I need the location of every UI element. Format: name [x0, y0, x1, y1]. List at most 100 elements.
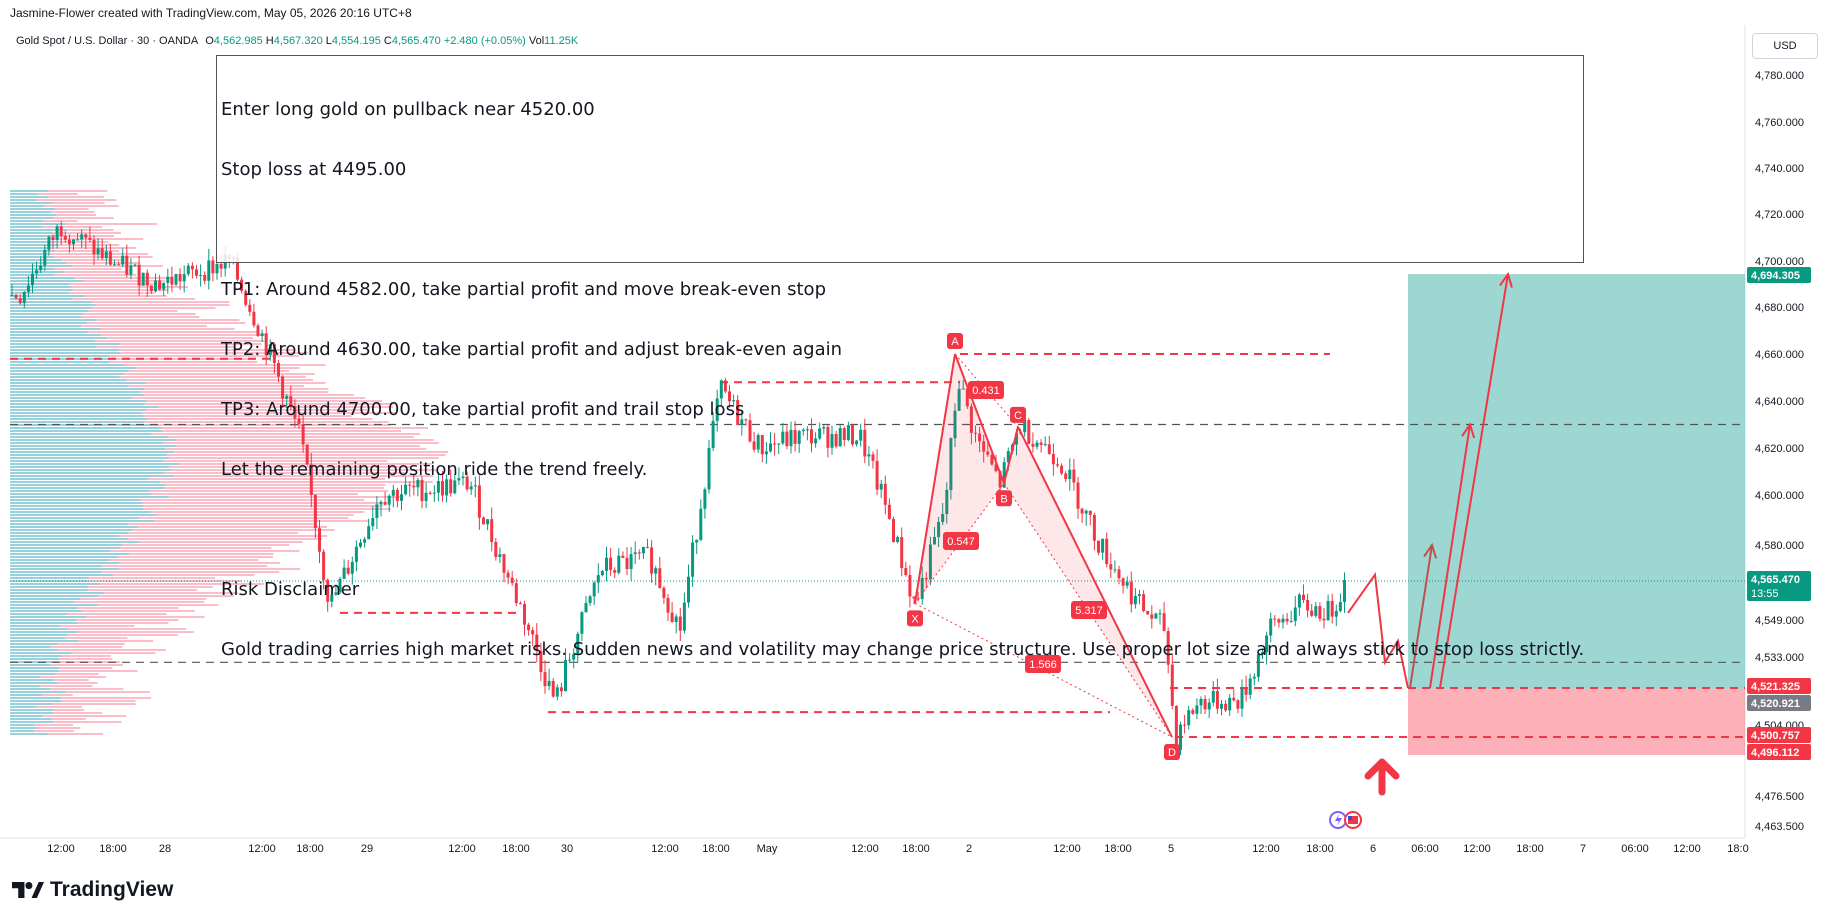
candle-body [498, 554, 502, 557]
price-badge-label: 4,694.305 [1751, 270, 1800, 282]
volume-profile-bar [10, 334, 101, 336]
volume-profile-bar [10, 460, 164, 462]
volume-profile-bar [10, 448, 427, 450]
candle-body [1330, 600, 1334, 617]
volume-profile-bar [10, 400, 383, 402]
candle-body [1133, 595, 1137, 605]
open-value: 4,562.985 [213, 35, 263, 47]
volume-profile-bar [10, 325, 207, 327]
candle-body [596, 575, 600, 583]
volume-profile-bar [10, 478, 386, 480]
candle-body [404, 484, 408, 495]
volume-profile-bar [10, 670, 59, 672]
candle-body [695, 539, 699, 543]
volume-profile-bar [10, 724, 34, 726]
volume-profile-bar [10, 523, 316, 525]
volume-profile-bar [10, 244, 120, 246]
candle-body [1248, 678, 1252, 695]
trade-plan-note[interactable]: Enter long gold on pullback near 4520.00… [216, 55, 1584, 660]
volume-profile-bar [10, 649, 58, 651]
tradingview-logo[interactable]: TradingView [12, 878, 173, 902]
volume-profile-bar [10, 442, 440, 444]
volume-profile-bar [10, 349, 294, 351]
volume-profile-bar [10, 727, 37, 729]
volume-profile-bar [10, 361, 258, 363]
candle-body [43, 249, 47, 266]
price-tick-label: 4,580.000 [1755, 540, 1804, 552]
volume-profile-bar [10, 616, 87, 618]
volume-profile-bar [10, 334, 268, 336]
candle-body [457, 478, 461, 481]
volume-profile-bar [10, 433, 420, 435]
candle-body [108, 251, 112, 265]
volume-profile-bar [10, 532, 299, 534]
candle-body [1343, 579, 1346, 603]
volume-profile-bar [10, 370, 128, 372]
candle-body [326, 579, 330, 602]
volume-profile-bar [10, 694, 42, 696]
volume-profile-bar [10, 256, 153, 258]
volume-profile-bar [10, 601, 75, 603]
candle-body [625, 557, 629, 570]
candles [10, 220, 1346, 757]
volume-profile-bar [10, 214, 57, 216]
volume-profile-bar [10, 667, 60, 669]
volume-profile-bar [10, 394, 144, 396]
volume-profile-bar [10, 337, 107, 339]
candle-body [801, 429, 805, 432]
candle-body [1228, 697, 1232, 711]
candle-body [1195, 705, 1199, 714]
candle-body [428, 492, 432, 494]
candle-body [88, 237, 92, 240]
candle-body [346, 567, 350, 574]
harmonic-ratio-badge [943, 532, 979, 550]
candle-body [469, 486, 473, 490]
candle-body [1244, 688, 1248, 695]
volume-profile-bar [10, 244, 59, 246]
volume-profile-bar [10, 412, 397, 414]
candle-body [80, 234, 84, 240]
volume-profile-bar [10, 340, 265, 342]
volume-profile-bar [10, 532, 129, 534]
close-value: 4,565.470 [391, 35, 441, 47]
candle-body [588, 596, 592, 603]
volume-profile-bar [10, 415, 352, 417]
us-flag-canton-icon [1348, 816, 1352, 820]
volume-profile-bar [10, 253, 48, 255]
candle-body [203, 274, 207, 281]
volume-profile-bar [10, 322, 246, 324]
harmonic-point-badge [947, 333, 963, 349]
volume-profile-bar [10, 439, 434, 441]
volume-profile-bar [10, 604, 98, 606]
target-arrow-head [1499, 271, 1513, 288]
harmonic-leg [914, 353, 956, 604]
candle-body [613, 570, 617, 573]
volume-profile-bar [10, 502, 381, 504]
volume-profile-bar [10, 583, 100, 585]
volume-profile-bar [10, 673, 56, 675]
volume-profile-bar [10, 322, 87, 324]
candle-body [633, 552, 637, 555]
volume-profile-bar [10, 406, 393, 408]
candle-body [1158, 613, 1162, 615]
volume-profile-bar [10, 493, 359, 495]
candle-body [482, 517, 485, 525]
volume-profile-bar [10, 295, 85, 297]
us-flag-glyph-icon [1348, 816, 1358, 824]
close-label: C [383, 35, 392, 47]
volume-profile-bar [10, 190, 49, 192]
candle-body [133, 264, 137, 266]
volume-profile-bar [10, 430, 402, 432]
symbol-name[interactable]: Gold Spot / U.S. Dollar · 30 · OANDA [16, 35, 199, 47]
candle-body [928, 544, 932, 580]
candle-body [715, 398, 719, 421]
volume-profile-bar [10, 340, 95, 342]
volume-profile-bar [10, 232, 53, 234]
volume-profile-bar [10, 415, 144, 417]
volume-profile-bar [10, 406, 158, 408]
currency-button[interactable]: USD [1752, 33, 1818, 59]
candle-body [543, 672, 547, 687]
candle-body [1240, 688, 1244, 709]
target-arrow-line [1429, 424, 1471, 689]
